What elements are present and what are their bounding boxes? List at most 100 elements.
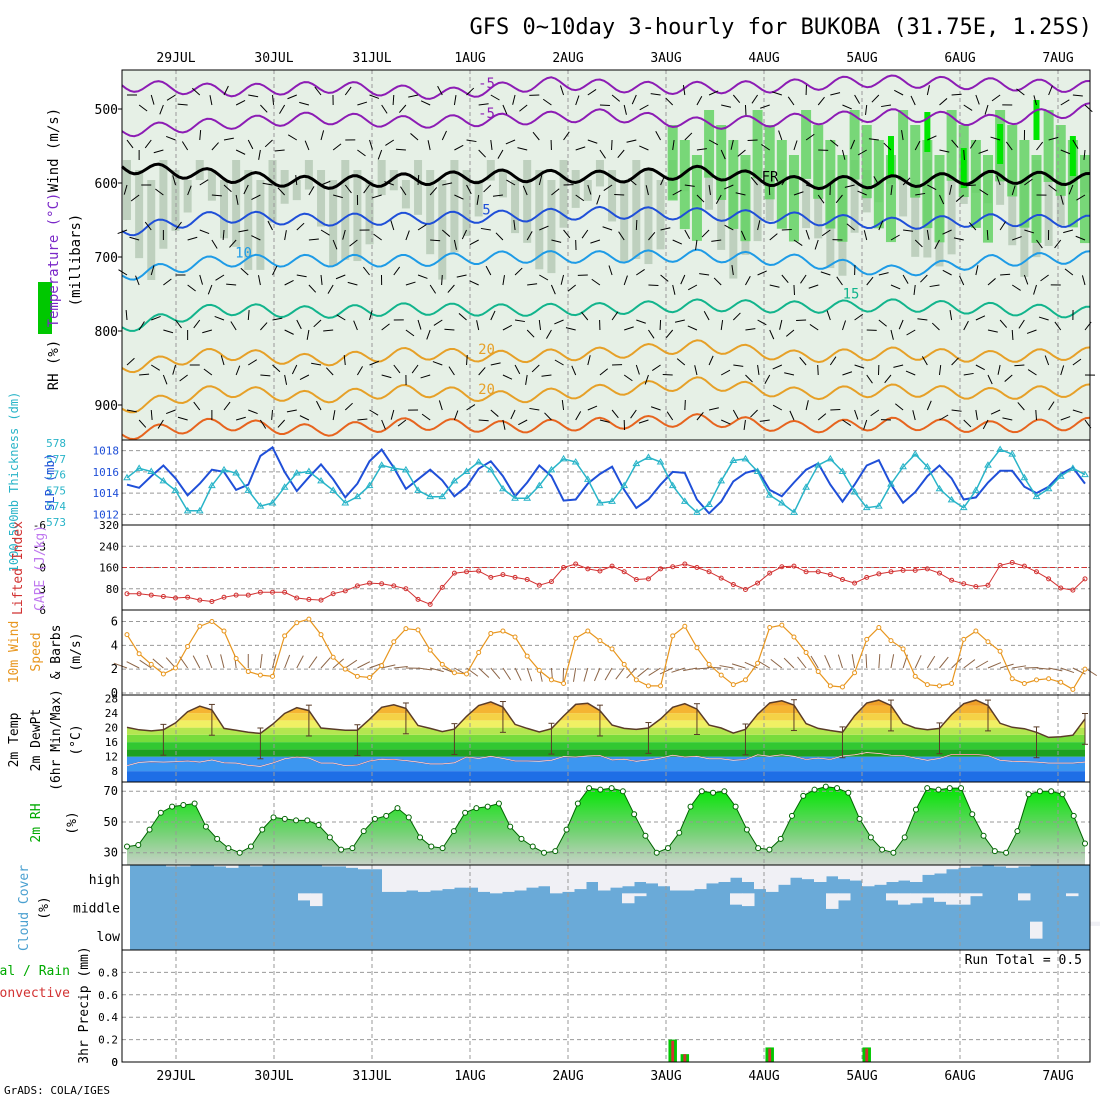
thickness-point bbox=[729, 456, 738, 463]
wind-barb bbox=[563, 131, 570, 141]
wind-barb bbox=[344, 86, 352, 96]
contour-line bbox=[121, 298, 1091, 332]
wind-barb bbox=[611, 94, 621, 102]
thickness-point bbox=[777, 498, 786, 506]
thickness-point bbox=[462, 467, 471, 474]
wind-barb bbox=[890, 654, 895, 669]
wind-barb bbox=[1084, 104, 1093, 113]
thickness-point bbox=[450, 476, 459, 484]
cloud-cell bbox=[826, 865, 839, 877]
wind-barb bbox=[1023, 274, 1029, 285]
contour-label: 15 bbox=[843, 287, 860, 303]
wind-barb bbox=[426, 329, 431, 340]
cloud-panel: high middle low bbox=[73, 864, 1100, 951]
wind-barb bbox=[152, 658, 164, 669]
rh-point bbox=[721, 788, 728, 795]
rh-point bbox=[315, 822, 322, 829]
li-point bbox=[318, 597, 324, 603]
wind-barb bbox=[432, 361, 443, 366]
cloud-cell bbox=[946, 865, 959, 870]
wind-barb bbox=[778, 130, 783, 141]
wind-barb bbox=[181, 141, 189, 151]
wind-barb bbox=[920, 274, 928, 283]
wind-barb bbox=[814, 239, 819, 250]
wind-barb bbox=[272, 94, 275, 105]
thickness-point bbox=[377, 461, 386, 468]
wind-barb bbox=[381, 104, 388, 114]
rh-point bbox=[529, 843, 536, 850]
cloud-cell bbox=[1066, 893, 1079, 897]
wind-barb bbox=[672, 140, 675, 151]
wind-point bbox=[815, 669, 821, 675]
wind-barb bbox=[286, 409, 297, 413]
li-tick-label: -6 bbox=[33, 519, 46, 532]
thickness-point bbox=[583, 475, 592, 482]
wind-barb bbox=[130, 194, 140, 202]
temp-band bbox=[127, 742, 1085, 750]
thk-tick-label: 578 bbox=[46, 437, 66, 450]
wind-barb bbox=[153, 149, 164, 154]
contour-line bbox=[121, 205, 1091, 237]
wind-barb bbox=[850, 139, 856, 150]
wind-barb bbox=[531, 364, 540, 373]
wind-barb bbox=[304, 140, 310, 151]
cloud-cell bbox=[742, 865, 755, 882]
rh-shade bbox=[317, 170, 326, 227]
cloud-cell bbox=[742, 893, 755, 907]
thk-tick-label: 573 bbox=[46, 516, 66, 529]
wind-barb bbox=[662, 373, 673, 376]
date-label-top: 5AUG bbox=[846, 51, 877, 66]
rh-shade bbox=[620, 180, 629, 262]
wind-barb bbox=[878, 653, 881, 669]
li-point bbox=[464, 569, 470, 575]
li-point bbox=[1009, 560, 1015, 566]
wind-barb bbox=[978, 149, 989, 154]
li-point bbox=[294, 595, 300, 601]
wind-barb bbox=[637, 667, 649, 678]
thickness-point bbox=[535, 481, 544, 489]
wind-barb bbox=[235, 149, 246, 155]
slp-tick-label: 1012 bbox=[93, 508, 120, 521]
wind-barb bbox=[199, 229, 210, 235]
thickness-point bbox=[717, 476, 726, 484]
precip-tick-label: 0.2 bbox=[98, 1034, 118, 1047]
wind-barb bbox=[939, 194, 945, 205]
rh-shade bbox=[608, 170, 617, 222]
wind-barb bbox=[1012, 236, 1022, 241]
wind-barb bbox=[211, 239, 218, 249]
wind-barb bbox=[287, 134, 298, 141]
wind-barb bbox=[975, 94, 980, 105]
wind-barb bbox=[461, 229, 467, 240]
rh-shade bbox=[353, 170, 362, 262]
panel-frame bbox=[121, 439, 1091, 526]
cloud-cell bbox=[430, 865, 443, 891]
wind-barb bbox=[599, 368, 609, 376]
upper-air-panel: -5 -5 FR 5 10 15 20 20 500 600 700 800 900 bbox=[38, 69, 1096, 441]
wind-point bbox=[1046, 676, 1052, 682]
wind-point bbox=[318, 632, 324, 638]
wind-barb bbox=[680, 274, 686, 285]
wind-barb bbox=[271, 409, 274, 421]
cloud-cell bbox=[514, 865, 527, 891]
thk-tick-label: 574 bbox=[46, 500, 66, 513]
wind-barb bbox=[344, 402, 353, 411]
rh-point bbox=[1048, 788, 1055, 795]
wind-barb bbox=[772, 91, 782, 96]
cloud-layer-label: high bbox=[89, 873, 120, 888]
li-point bbox=[148, 592, 154, 598]
wind-barb bbox=[687, 284, 698, 291]
rh-point bbox=[202, 823, 209, 830]
rh-shade bbox=[595, 160, 604, 187]
thickness-point bbox=[353, 492, 362, 500]
rh-shade-moist bbox=[849, 110, 860, 180]
wind-ylabel-d: (m/s) bbox=[69, 632, 84, 671]
wind-barb bbox=[963, 104, 973, 111]
wind-barb bbox=[1060, 149, 1071, 155]
rh-shade bbox=[292, 180, 301, 201]
rh-point bbox=[800, 792, 807, 799]
cloud-cell bbox=[1030, 921, 1043, 939]
wind-barb bbox=[526, 231, 533, 241]
wind-barb bbox=[890, 284, 901, 290]
wind-point bbox=[621, 661, 627, 667]
rh-legend-swatch bbox=[38, 282, 52, 334]
